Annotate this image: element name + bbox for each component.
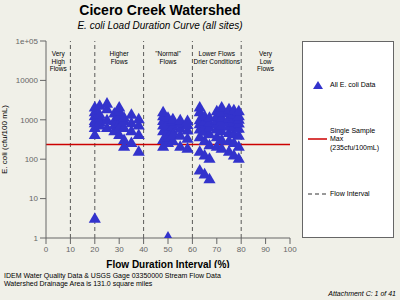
svg-text:100: 100 [25, 155, 39, 164]
html-text:Cicero Creek Watershed: Cicero Creek Watershed [79, 2, 241, 18]
svg-text:10000: 10000 [16, 76, 39, 85]
html-text:Flow Interval: Flow Interval [330, 190, 370, 198]
svg-text:HigherFlows: HigherFlows [110, 50, 130, 64]
svg-text:Flow Duration Interval (%): Flow Duration Interval (%) [106, 259, 229, 268]
html-text:IDEM Water Quality Data & USGS: IDEM Water Quality Data & USGS Gage 0335… [4, 272, 221, 288]
svg-text:70: 70 [212, 245, 221, 254]
svg-text:50: 50 [164, 245, 173, 254]
svg-text:80: 80 [237, 245, 246, 254]
svg-text:1000: 1000 [20, 116, 38, 125]
svg-text:90: 90 [261, 245, 270, 254]
svg-text:20: 20 [90, 245, 99, 254]
html-text:All E. coli Data: All E. coli Data [330, 80, 376, 88]
svg-text:Lower FlowsDrier Conditions: Lower FlowsDrier Conditions [193, 50, 240, 64]
svg-text:30: 30 [115, 245, 124, 254]
svg-text:E. coli (cfu/100 mL): E. coli (cfu/100 mL) [8, 105, 9, 174]
svg-text:10: 10 [29, 194, 38, 203]
svg-text:1: 1 [34, 234, 39, 243]
svg-text:1e+05: 1e+05 [16, 37, 39, 46]
svg-text:0: 0 [44, 245, 49, 254]
svg-text:"Normal"Flows: "Normal"Flows [155, 50, 181, 64]
svg-text:40: 40 [139, 245, 148, 254]
svg-text:VeryLowFlows: VeryLowFlows [257, 50, 275, 72]
html-text:Attachment C: 1 of 41: Attachment C: 1 of 41 [328, 290, 396, 297]
svg-text:VeryHighFlows: VeryHighFlows [50, 50, 68, 72]
html-text:E. coli Load Duration Curve (a: E. coli Load Duration Curve (all sites) [77, 20, 243, 31]
svg-text:100: 100 [283, 245, 297, 254]
svg-text:10: 10 [66, 245, 75, 254]
svg-text:60: 60 [188, 245, 197, 254]
html-text:Single Sample Max (235cfu/100m: Single Sample Max (235cfu/100mL) [330, 127, 379, 151]
